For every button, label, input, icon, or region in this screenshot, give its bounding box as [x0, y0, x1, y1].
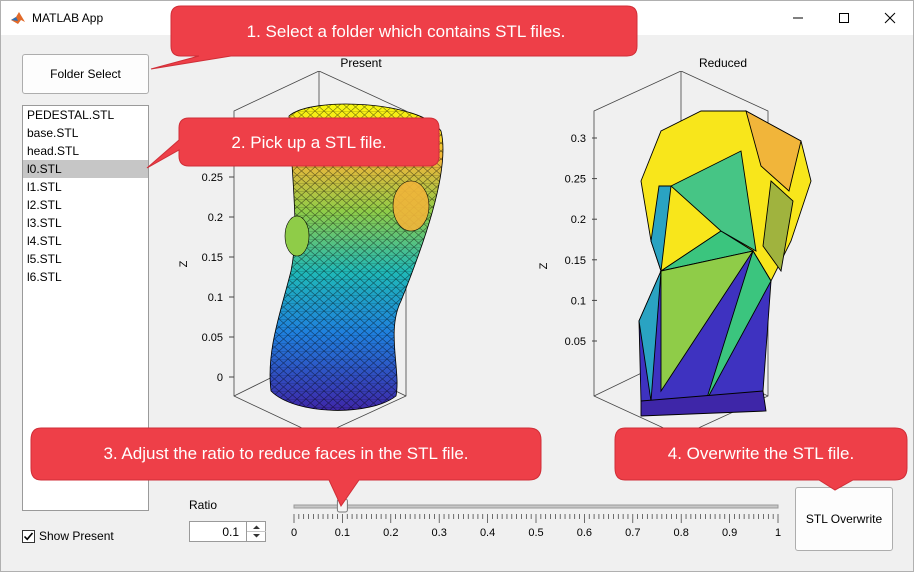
slider-tick-label: 0.9 — [722, 527, 737, 539]
callout-2: 2. Pick up a STL file. — [146, 117, 440, 169]
reduced-zlabel: Z — [538, 262, 550, 269]
slider-tick-label: 0.2 — [383, 527, 398, 539]
present-axes[interactable]: 0 0.05 0.1 0.15 0.2 0.25 Z — [171, 71, 511, 431]
minimize-button[interactable] — [775, 1, 821, 35]
file-list-item[interactable]: l4.STL — [27, 234, 62, 248]
z-tick-label: 0.15 — [565, 255, 586, 267]
z-tick-label: 0.3 — [571, 133, 586, 145]
z-tick-label: 0.15 — [202, 252, 223, 264]
spinner-arrows[interactable] — [246, 522, 266, 541]
window-title: MATLAB App — [32, 11, 104, 25]
ratio-spinner-value[interactable]: 0.1 — [222, 525, 239, 539]
slider-tick-label: 0.8 — [674, 527, 689, 539]
callout-4: 4. Overwrite the STL file. — [614, 427, 908, 491]
slider-tick-label: 0.6 — [577, 527, 592, 539]
z-tick-label: 0 — [217, 372, 223, 384]
ratio-label: Ratio — [189, 498, 218, 512]
spinner-arrows-icon[interactable] — [247, 522, 266, 541]
slider-tick-label: 0.3 — [432, 527, 447, 539]
reduced-axes[interactable]: 0.05 0.1 0.15 0.2 0.25 0.3 Z — [531, 71, 891, 431]
maximize-button[interactable] — [821, 1, 867, 35]
show-present-checkbox[interactable] — [22, 530, 35, 543]
callout-3-text: 3. Adjust the ratio to reduce faces in t… — [103, 444, 468, 463]
present-zticks: 0 0.05 0.1 0.15 0.2 0.25 — [202, 172, 234, 384]
present-mesh — [269, 103, 444, 411]
spinner-up-icon[interactable] — [253, 525, 260, 530]
z-tick-label: 0.1 — [571, 295, 586, 307]
file-list-item[interactable]: head.STL — [27, 144, 80, 158]
present-zlabel: Z — [178, 260, 190, 267]
callout-2-text: 2. Pick up a STL file. — [231, 133, 386, 152]
callout-1: 1. Select a folder which contains STL fi… — [150, 5, 638, 70]
close-icon — [884, 12, 896, 24]
spinner-down-icon[interactable] — [253, 534, 260, 538]
file-list-item[interactable]: l2.STL — [27, 198, 62, 212]
file-list-item[interactable]: l1.STL — [27, 180, 62, 194]
z-tick-label: 0.25 — [202, 172, 223, 184]
reduced-mesh — [638, 110, 812, 417]
checkmark-icon — [23, 532, 34, 541]
callout-3: 3. Adjust the ratio to reduce faces in t… — [30, 427, 542, 508]
ratio-slider[interactable]: 0 0.1 0.2 0.3 0.4 0.5 0.6 0.7 0.8 0.9 1 — [281, 496, 791, 541]
slider-tick-label: 1 — [775, 527, 781, 539]
slider-track[interactable] — [293, 504, 779, 509]
minimize-icon — [793, 17, 803, 19]
file-list-item[interactable]: l6.STL — [27, 270, 62, 284]
file-list-item[interactable]: base.STL — [27, 126, 79, 140]
z-tick-label: 0.25 — [565, 174, 586, 186]
slider-tick-label: 0.5 — [528, 527, 543, 539]
slider-tick-label: 0.7 — [625, 527, 640, 539]
folder-select-button[interactable]: Folder Select — [22, 54, 149, 94]
stl-overwrite-button[interactable]: STL Overwrite — [795, 487, 893, 551]
maximize-icon — [839, 13, 849, 23]
file-list-item[interactable]: PEDESTAL.STL — [27, 108, 115, 122]
z-tick-label: 0.05 — [202, 332, 223, 344]
slider-tick-label: 0.1 — [335, 527, 350, 539]
matlab-logo-icon — [11, 12, 25, 24]
ratio-spinner[interactable]: 0.1 — [189, 521, 266, 542]
file-list-item[interactable]: l0.STL — [23, 160, 148, 178]
file-list-item[interactable]: l5.STL — [27, 252, 62, 266]
present-axes-title: Present — [340, 56, 382, 70]
callout-4-text: 4. Overwrite the STL file. — [668, 444, 854, 463]
z-tick-label: 0.05 — [565, 336, 586, 348]
reduced-zticks: 0.05 0.1 0.15 0.2 0.25 0.3 — [565, 133, 597, 348]
slider-tick-label: 0 — [291, 527, 297, 539]
z-tick-label: 0.1 — [208, 292, 223, 304]
slider-tick-label: 0.4 — [480, 527, 495, 539]
z-tick-label: 0.2 — [208, 212, 223, 224]
close-button[interactable] — [867, 1, 913, 35]
show-present-label: Show Present — [39, 529, 114, 543]
callout-1-text: 1. Select a folder which contains STL fi… — [247, 22, 566, 41]
reduced-axes-title: Reduced — [698, 56, 748, 70]
file-list-item[interactable]: l3.STL — [27, 216, 62, 230]
z-tick-label: 0.2 — [571, 214, 586, 226]
